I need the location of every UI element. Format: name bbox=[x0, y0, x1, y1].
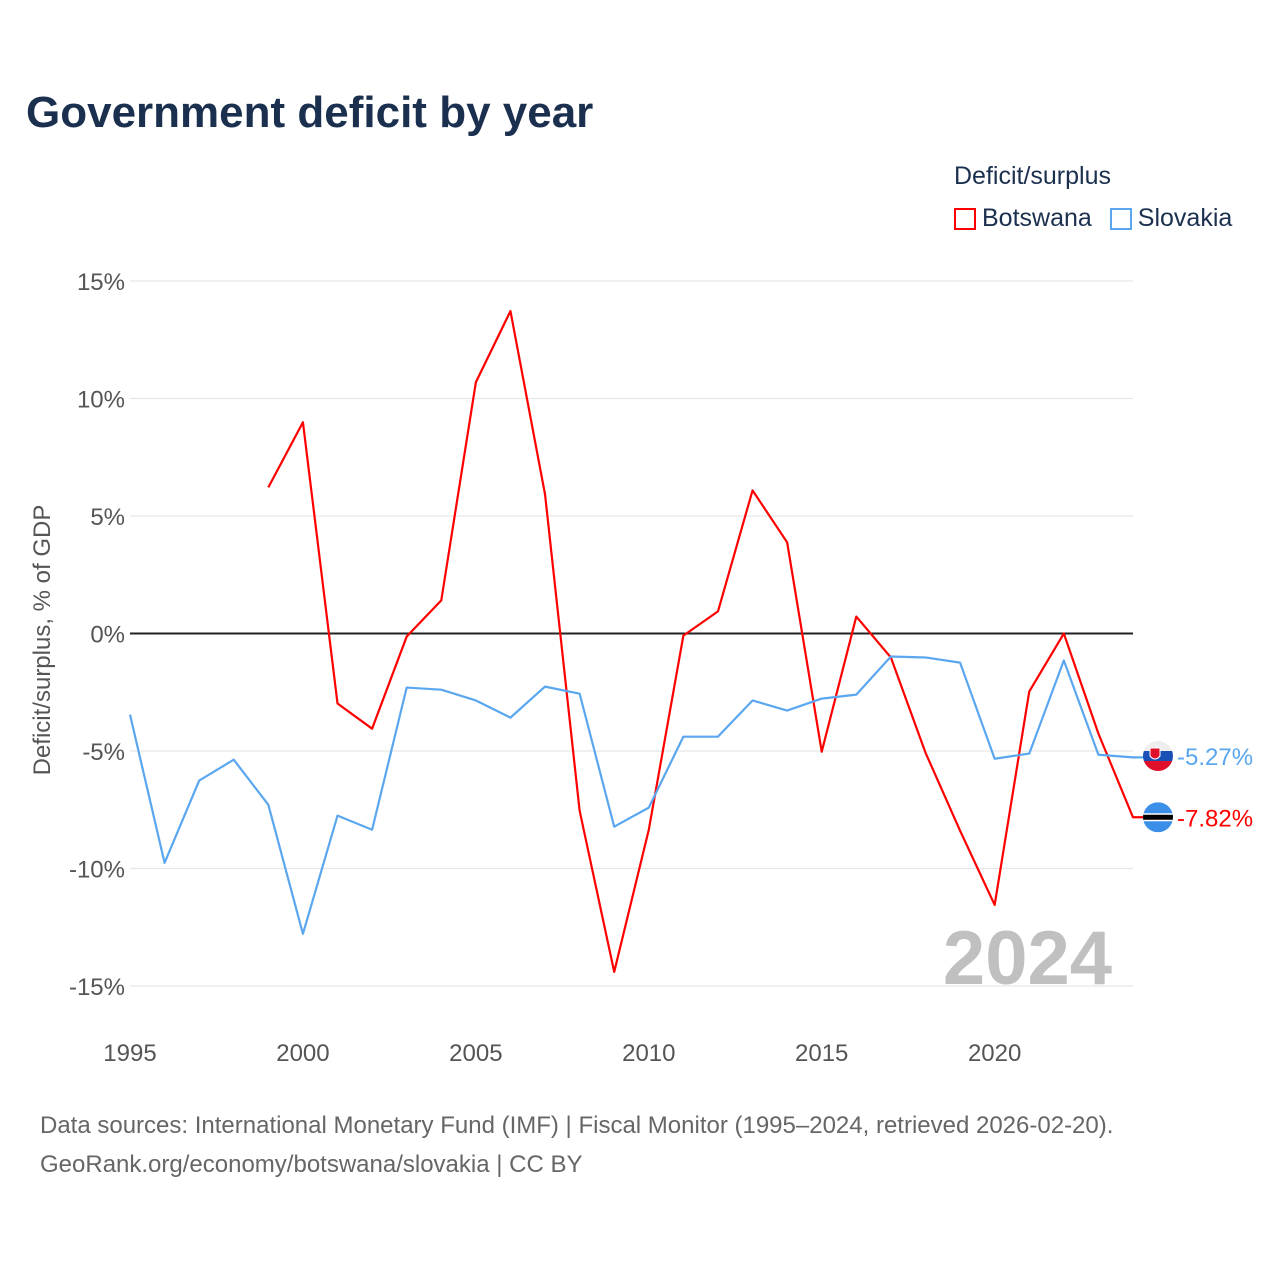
series-line-slovakia bbox=[128, 655, 1146, 935]
source-link[interactable]: GeoRank.org/economy/botswana/slovakia | … bbox=[40, 1151, 583, 1178]
y-tick-label: -10% bbox=[69, 857, 125, 884]
source-note: Data sources: International Monetary Fun… bbox=[40, 1106, 1113, 1184]
x-tick-label: 2000 bbox=[276, 1040, 329, 1067]
x-tick-label: 2005 bbox=[449, 1040, 502, 1067]
legend: Botswana Slovakia bbox=[954, 204, 1232, 233]
x-tick-label: 1995 bbox=[103, 1040, 156, 1067]
botswana-flag-icon bbox=[1143, 802, 1173, 833]
y-tick-label: 5% bbox=[90, 504, 125, 531]
y-tick-label: -5% bbox=[82, 739, 125, 766]
x-tick-label: 2010 bbox=[622, 1040, 675, 1067]
legend-label: Slovakia bbox=[1137, 204, 1233, 232]
source-line: Data sources: International Monetary Fun… bbox=[40, 1112, 1114, 1139]
legend-swatch-botswana bbox=[954, 207, 976, 230]
x-tick-label: 2020 bbox=[968, 1040, 1021, 1067]
y-tick-label: -15% bbox=[69, 974, 125, 1001]
legend-item-botswana[interactable]: Botswana bbox=[954, 204, 1092, 233]
legend-label: Botswana bbox=[982, 204, 1092, 232]
legend-title: Deficit/surplus bbox=[954, 162, 1111, 190]
y-tick-label: 0% bbox=[90, 622, 125, 649]
y-tick-label: 10% bbox=[77, 387, 125, 414]
slovakia-flag-icon bbox=[1143, 741, 1173, 771]
end-label-botswana: -7.82% bbox=[1177, 805, 1253, 832]
chart-title: Government deficit by year bbox=[26, 88, 594, 137]
end-label-slovakia: -5.27% bbox=[1177, 744, 1253, 771]
y-tick-label: 15% bbox=[77, 269, 125, 296]
year-watermark: 2024 bbox=[943, 916, 1112, 1001]
legend-swatch-slovakia bbox=[1109, 207, 1132, 230]
x-tick-label: 2015 bbox=[795, 1040, 848, 1067]
y-axis-label: Deficit/surplus, % of GDP bbox=[29, 505, 56, 776]
legend-item-slovakia[interactable]: Slovakia bbox=[1109, 204, 1233, 233]
series-line-botswana bbox=[267, 309, 1146, 974]
